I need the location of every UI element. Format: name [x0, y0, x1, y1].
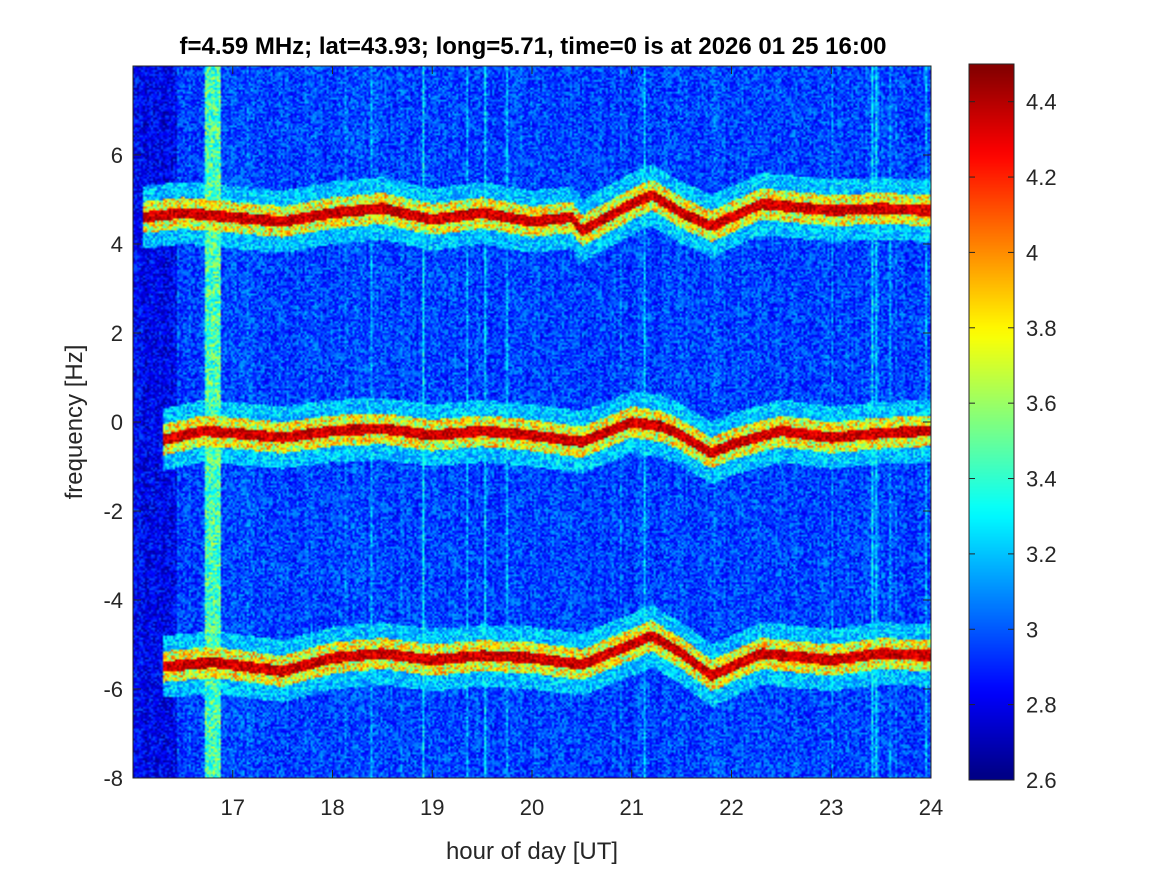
y-tick-label: -8: [103, 766, 123, 791]
colorbar-tick-label: 4.2: [1026, 165, 1057, 190]
colorbar-tick-label: 2.6: [1026, 768, 1057, 793]
y-tick-label: 6: [111, 143, 123, 168]
colorbar-tick-label: 4.4: [1026, 90, 1057, 115]
colorbar: 2.6 2.8 3 3.2 3.4 3.6 3.8 4 4.2 4.4: [968, 63, 1057, 793]
y-axis-label: frequency [Hz]: [61, 345, 88, 500]
colorbar-frame: [968, 63, 1015, 781]
colorbar-tick-label: 3.2: [1026, 542, 1057, 567]
colorbar-axis: 2.6 2.8 3 3.2 3.4 3.6 3.8 4 4.2 4.4: [969, 90, 1057, 793]
x-tick-label: 18: [320, 795, 344, 820]
y-tick-label: -2: [103, 499, 123, 524]
y-tick-label: -4: [103, 588, 123, 613]
colorbar-tick-label: 3: [1026, 617, 1038, 642]
x-tick-label: 17: [221, 795, 245, 820]
x-tick-label: 19: [420, 795, 444, 820]
chart-title: f=4.59 MHz; lat=43.93; long=5.71, time=0…: [179, 33, 886, 60]
y-tick-label: 2: [111, 321, 123, 346]
heatmap-plot-area: [132, 65, 932, 779]
colorbar-gradient: [969, 64, 1014, 780]
colorbar-tick-label: 4: [1026, 240, 1038, 265]
colorbar-tick-label: 3.6: [1026, 391, 1057, 416]
x-tick-label: 22: [719, 795, 743, 820]
y-axis: -8 -6 -4 -2 0 2 4 6: [103, 143, 931, 791]
x-tick-label: 21: [620, 795, 644, 820]
colorbar-tick-label: 3.8: [1026, 316, 1057, 341]
y-tick-label: -6: [103, 677, 123, 702]
y-tick-label: 0: [111, 410, 123, 435]
x-tick-label: 24: [919, 795, 943, 820]
x-tick-label: 23: [819, 795, 843, 820]
x-axis: 17 18 19 20 21 22 23 24: [221, 66, 943, 820]
colorbar-tick-label: 2.8: [1026, 693, 1057, 718]
x-axis-label: hour of day [UT]: [446, 838, 618, 865]
spectrogram-heatmap: [133, 66, 931, 778]
y-tick-label: 4: [111, 232, 123, 257]
colorbar-tick-label: 3.4: [1026, 467, 1057, 492]
x-tick-label: 20: [520, 795, 544, 820]
